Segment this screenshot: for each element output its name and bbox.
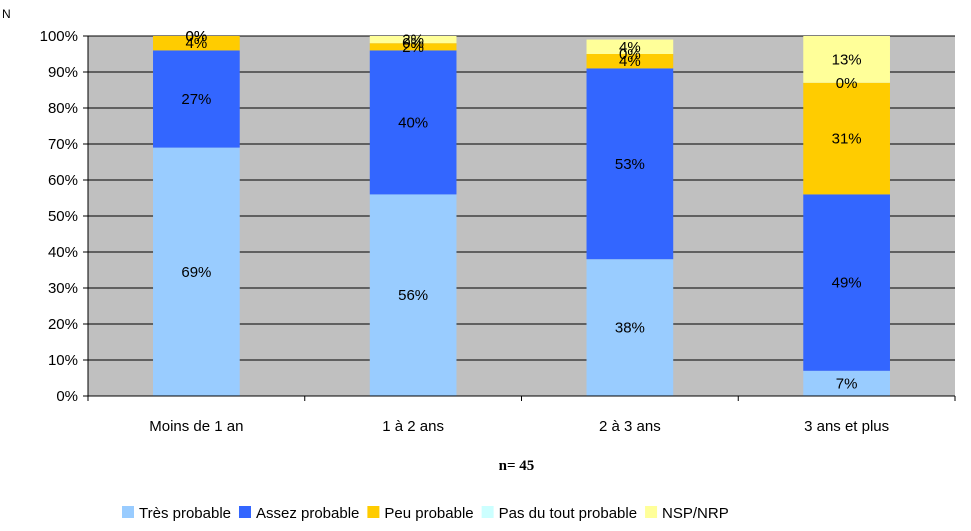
y-tick-label: 90%: [48, 64, 78, 81]
bar-segment: [369, 50, 457, 195]
data-label: 0%: [836, 75, 858, 92]
data-label: 38%: [615, 320, 645, 337]
legend-label: Assez probable: [256, 505, 359, 522]
bar-segment: [803, 370, 890, 396]
data-label: 2%: [402, 32, 424, 49]
bar-segment: [369, 36, 457, 44]
bar-segment: [586, 68, 674, 260]
bar-segment: [153, 36, 240, 51]
y-tick-label: 40%: [48, 244, 78, 261]
bar-segment: [586, 39, 674, 54]
x-tick-label: 3 ans et plus: [804, 418, 889, 435]
bar-segment: [803, 194, 890, 371]
data-label: 27%: [181, 91, 211, 108]
x-tick-label: 1 à 2 ans: [382, 418, 444, 435]
y-tick-label: 80%: [48, 100, 78, 117]
y-tick-label: 10%: [48, 352, 78, 369]
data-label: 4%: [619, 39, 641, 56]
legend-swatch: [367, 506, 380, 518]
x-axis-title: n= 45: [499, 458, 535, 474]
data-label: 0%: [186, 28, 208, 45]
y-tick-label: 70%: [48, 136, 78, 153]
legend-swatch: [238, 506, 251, 518]
legend-label: Pas du tout probable: [499, 505, 637, 522]
legend-swatch: [122, 506, 134, 518]
data-label: 56%: [398, 287, 428, 304]
corner-label: N: [2, 7, 11, 21]
legend: Très probable Assez probable Peu probable P…: [122, 505, 729, 522]
data-label: 0%: [619, 46, 641, 63]
data-label: 53%: [615, 156, 645, 173]
legend-label: NSP/NRP: [662, 505, 729, 522]
data-label: 0%: [186, 28, 208, 45]
y-tick-label: 100%: [40, 28, 78, 45]
bar-segment: [369, 43, 457, 51]
x-tick-label: Moins de 1 an: [149, 418, 243, 435]
legend-label: Très probable: [139, 505, 231, 522]
data-label: 40%: [398, 114, 428, 131]
bar-segment: [153, 50, 240, 148]
data-label: 7%: [836, 375, 858, 392]
y-tick-label: 20%: [48, 316, 78, 333]
bar-segment: [586, 54, 674, 69]
bar-segment: [586, 259, 674, 396]
bar-segment: [803, 82, 890, 195]
bar-segment: [803, 36, 890, 83]
y-tick-label: 30%: [48, 280, 78, 297]
y-tick-label: 60%: [48, 172, 78, 189]
bar-segment: [369, 194, 457, 396]
legend-swatch: [645, 506, 658, 518]
bar-segment: [153, 147, 240, 396]
data-label: 13%: [832, 51, 862, 68]
data-label: 31%: [832, 131, 862, 148]
y-tick-label: 0%: [56, 388, 78, 405]
data-label: 4%: [186, 35, 208, 52]
legend-label: Peu probable: [384, 505, 473, 522]
y-tick-label: 50%: [48, 208, 78, 225]
data-label: 0%: [402, 35, 424, 52]
data-label: 4%: [619, 53, 641, 70]
data-label: 2%: [402, 39, 424, 56]
x-tick-label: 2 à 3 ans: [599, 418, 661, 435]
data-label: 49%: [832, 275, 862, 292]
legend-swatch: [481, 506, 494, 518]
data-label: 69%: [181, 264, 211, 281]
